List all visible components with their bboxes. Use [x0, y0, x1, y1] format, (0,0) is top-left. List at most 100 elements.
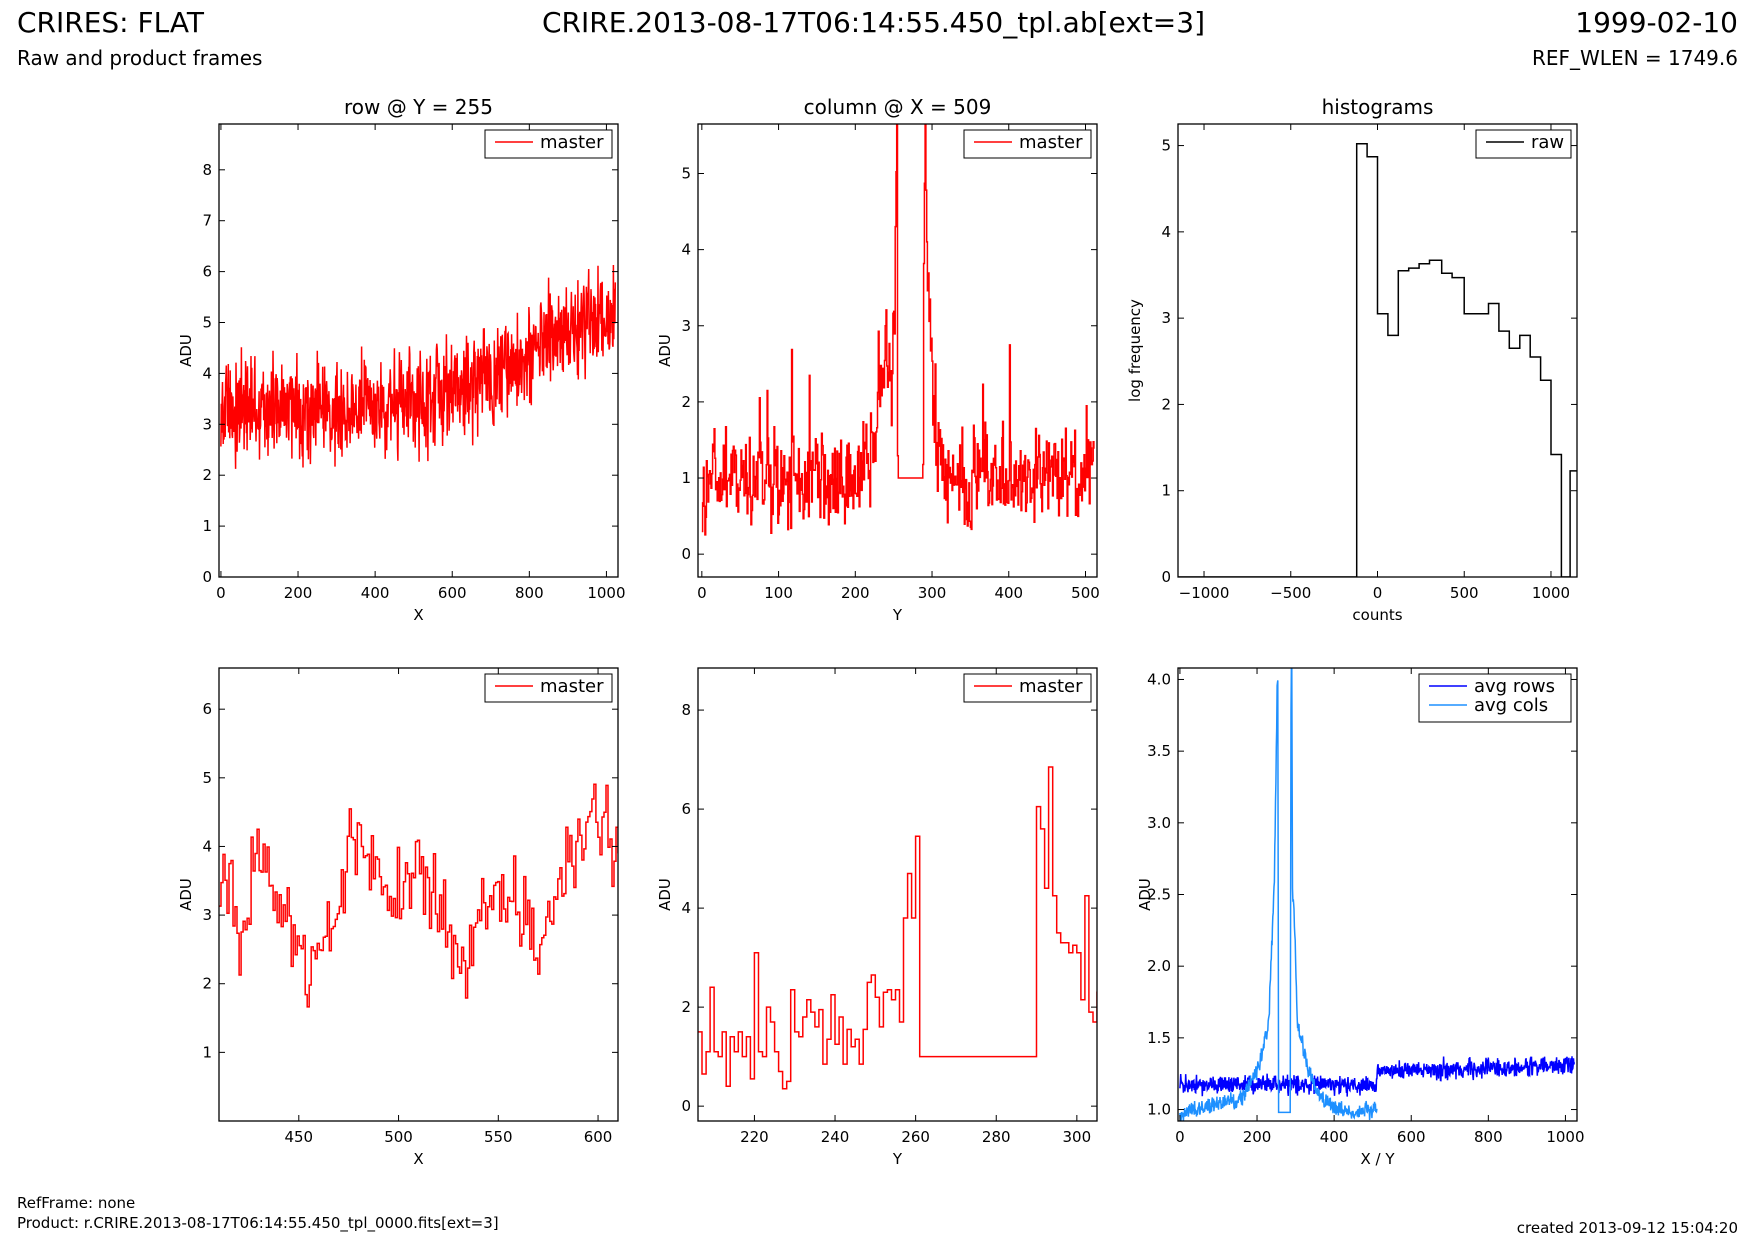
plot-avg: 0 200 400 600 800 1000 1.0 1.5 2.0 2.5 3.0 3.5 4.0 X …: [1136, 667, 1585, 1168]
y-tick-label: 6: [202, 263, 212, 281]
y-axis-label: ADU: [656, 878, 674, 911]
y-tick-label: 1: [1161, 482, 1171, 500]
legend-entry: master: [540, 676, 604, 697]
axes-frame: [218, 667, 619, 1122]
ref-wlen: REF_WLEN = 1749.6: [1531, 46, 1738, 70]
y-tick-label: 2: [202, 975, 212, 993]
legend-entry: master: [540, 132, 604, 153]
x-tick-label: 800: [515, 584, 544, 602]
y-axis-label: log frequency: [1126, 299, 1144, 402]
x-tick-label: 200: [284, 584, 313, 602]
y-tick-label: 6: [202, 700, 212, 718]
y-tick-label: 4: [1161, 223, 1171, 241]
legend: raw: [1475, 129, 1572, 159]
y-tick-label: 0: [202, 568, 212, 586]
footer-refframe: RefFrame: none: [17, 1194, 136, 1212]
report-subtitle: Raw and product frames: [17, 46, 263, 70]
footer-created: created 2013-09-12 15:04:20: [1516, 1219, 1738, 1237]
axes-frame: [697, 123, 1098, 578]
x-axis-label: X: [413, 606, 423, 624]
y-tick-label: 4: [681, 899, 691, 917]
x-tick-label: 0: [697, 584, 707, 602]
x-tick-label: 550: [484, 1128, 513, 1146]
series-master: [219, 783, 618, 1008]
y-tick-label: 2.5: [1147, 886, 1171, 904]
x-axis-label: X / Y: [1360, 1150, 1395, 1168]
footer-product: Product: r.CRIRE.2013-08-17T06:14:55.450…: [17, 1214, 499, 1232]
y-tick-label: 0: [681, 1097, 691, 1115]
x-tick-label: −1000: [1179, 584, 1230, 602]
y-tick-label: 1: [202, 1043, 212, 1061]
x-tick-label: 1000: [1532, 584, 1570, 602]
y-tick-label: 2: [1161, 395, 1171, 413]
x-tick-label: 0: [1373, 584, 1383, 602]
x-axis-label: Y: [892, 1150, 903, 1168]
plot-col: 0 100 200 300 400 500 0 1 2 3 4 5 column @ X = 509 Y A…: [656, 95, 1100, 624]
plot-title: row @ Y = 255: [344, 95, 493, 119]
series-avg-cols: [1179, 668, 1378, 1121]
x-tick-label: 400: [994, 584, 1023, 602]
x-tick-label: 220: [740, 1128, 769, 1146]
y-axis-label: ADU: [177, 334, 195, 367]
legend: master: [963, 673, 1092, 703]
x-tick-label: −500: [1270, 584, 1311, 602]
x-tick-label: 600: [584, 1128, 613, 1146]
axes-frame: [218, 123, 619, 578]
axes-frame: [1177, 667, 1578, 1122]
x-tick-label: 240: [821, 1128, 850, 1146]
series-master: [698, 766, 1097, 1090]
x-tick-label: 800: [1474, 1128, 1503, 1146]
y-tick-label: 0: [681, 545, 691, 563]
y-tick-label: 1.0: [1147, 1101, 1171, 1119]
report-title: CRIRES: FLAT: [17, 6, 204, 39]
y-tick-label: 6: [681, 800, 691, 818]
y-tick-label: 1.5: [1147, 1029, 1171, 1047]
x-tick-label: 1000: [1546, 1128, 1584, 1146]
y-tick-label: 3: [1161, 309, 1171, 327]
x-tick-label: 0: [1175, 1128, 1185, 1146]
y-tick-label: 4.0: [1147, 670, 1171, 688]
axes-frame: [697, 667, 1098, 1122]
file-name: CRIRE.2013-08-17T06:14:55.450_tpl.ab[ext…: [542, 6, 1206, 39]
y-tick-label: 3: [202, 415, 212, 433]
x-tick-label: 300: [1063, 1128, 1092, 1146]
y-tick-label: 4: [681, 241, 691, 259]
y-tick-label: 2: [202, 466, 212, 484]
legend-entry: master: [1019, 132, 1083, 153]
y-tick-label: 5: [681, 164, 691, 182]
y-tick-label: 3.5: [1147, 742, 1171, 760]
plot-title: histograms: [1322, 95, 1434, 119]
x-tick-label: 260: [901, 1128, 930, 1146]
x-axis-label: counts: [1352, 606, 1402, 624]
legend: master: [963, 129, 1092, 159]
x-tick-label: 280: [982, 1128, 1011, 1146]
y-tick-label: 3: [202, 906, 212, 924]
legend-entry: master: [1019, 676, 1083, 697]
series-master: [220, 264, 617, 469]
y-tick-label: 3.0: [1147, 814, 1171, 832]
y-tick-label: 4: [202, 837, 212, 855]
y-tick-label: 2.0: [1147, 957, 1171, 975]
x-tick-label: 500: [1450, 584, 1479, 602]
plot-rowzoom: 450 500 550 600 1 2 3 4 5 6 X ADU master: [177, 667, 619, 1168]
y-tick-label: 2: [681, 998, 691, 1016]
y-tick-label: 2: [681, 393, 691, 411]
x-tick-label: 1000: [587, 584, 625, 602]
series-master: [701, 124, 1095, 536]
legend: master: [484, 673, 613, 703]
plot-row: 0 200 400 600 800 1000 0 1 2 3 4 5 6 7 8 row @ Y = 255 X…: [177, 95, 626, 624]
y-tick-label: 1: [681, 469, 691, 487]
plot-colzoom: 220 240 260 280 300 0 2 4 6 8 Y ADU master: [656, 667, 1098, 1168]
x-tick-label: 0: [216, 584, 226, 602]
series-avg-rows: [1179, 1055, 1576, 1097]
x-tick-label: 400: [361, 584, 390, 602]
x-tick-label: 450: [284, 1128, 313, 1146]
y-axis-label: ADU: [656, 334, 674, 367]
x-axis-label: X: [413, 1150, 423, 1168]
plot-title: column @ X = 509: [804, 95, 992, 119]
x-tick-label: 300: [918, 584, 947, 602]
x-tick-label: 200: [841, 584, 870, 602]
x-tick-label: 500: [384, 1128, 413, 1146]
x-tick-label: 500: [1071, 584, 1100, 602]
